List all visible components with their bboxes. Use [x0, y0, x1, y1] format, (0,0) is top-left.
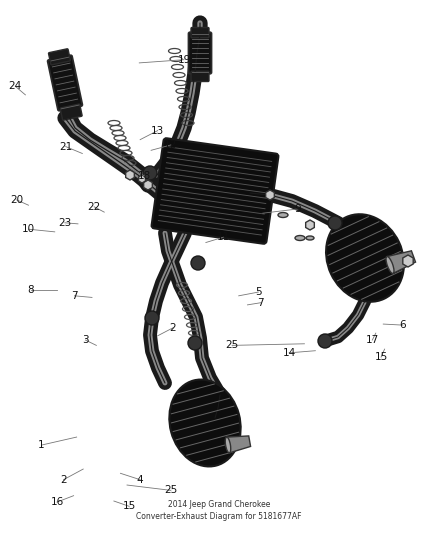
Ellipse shape — [326, 214, 404, 302]
Text: 19: 19 — [177, 55, 191, 64]
Text: 14: 14 — [283, 348, 296, 358]
FancyBboxPatch shape — [60, 104, 82, 120]
FancyBboxPatch shape — [191, 28, 209, 38]
Text: 1: 1 — [38, 440, 45, 450]
Circle shape — [328, 216, 342, 230]
Circle shape — [143, 166, 157, 180]
FancyBboxPatch shape — [49, 49, 71, 65]
Text: 3: 3 — [82, 335, 89, 345]
Text: 24: 24 — [9, 82, 22, 91]
Polygon shape — [403, 255, 413, 267]
Text: 4: 4 — [137, 475, 144, 484]
Polygon shape — [306, 220, 314, 230]
Text: 13: 13 — [151, 126, 164, 135]
Polygon shape — [144, 180, 152, 190]
Text: 5: 5 — [255, 287, 262, 297]
Ellipse shape — [306, 236, 314, 240]
Circle shape — [318, 334, 332, 348]
Text: 25: 25 — [226, 341, 239, 350]
Text: 22: 22 — [88, 202, 101, 212]
Text: 11: 11 — [217, 232, 230, 242]
FancyBboxPatch shape — [48, 55, 82, 111]
Ellipse shape — [295, 236, 305, 240]
Text: 21: 21 — [59, 142, 72, 151]
Text: 17: 17 — [366, 335, 379, 345]
Ellipse shape — [386, 256, 394, 273]
Text: 25: 25 — [164, 486, 177, 495]
Text: 12: 12 — [164, 140, 177, 150]
Text: 20: 20 — [10, 195, 23, 205]
Polygon shape — [126, 170, 134, 180]
Text: 10: 10 — [22, 224, 35, 234]
Text: 2: 2 — [60, 475, 67, 484]
Text: 6: 6 — [399, 320, 406, 330]
Ellipse shape — [170, 379, 240, 466]
Polygon shape — [138, 175, 145, 183]
Polygon shape — [266, 190, 274, 200]
Text: 8: 8 — [27, 286, 34, 295]
Text: 9: 9 — [294, 204, 301, 214]
FancyBboxPatch shape — [191, 71, 209, 82]
FancyBboxPatch shape — [152, 138, 279, 244]
Text: 15: 15 — [123, 502, 136, 511]
Text: 23: 23 — [58, 218, 71, 228]
Circle shape — [145, 311, 159, 325]
Circle shape — [188, 336, 202, 350]
Polygon shape — [387, 251, 416, 273]
FancyBboxPatch shape — [188, 33, 212, 74]
Text: 16: 16 — [50, 497, 64, 507]
Polygon shape — [226, 436, 251, 453]
Text: 2014 Jeep Grand Cherokee
Converter-Exhaust Diagram for 5181677AF: 2014 Jeep Grand Cherokee Converter-Exhau… — [136, 500, 302, 521]
Ellipse shape — [278, 213, 288, 217]
Circle shape — [191, 256, 205, 270]
Text: 15: 15 — [374, 352, 388, 362]
Text: 2: 2 — [170, 323, 177, 333]
Text: 7: 7 — [71, 291, 78, 301]
Ellipse shape — [225, 437, 231, 453]
Text: 7: 7 — [257, 298, 264, 308]
Text: 18: 18 — [138, 171, 151, 181]
